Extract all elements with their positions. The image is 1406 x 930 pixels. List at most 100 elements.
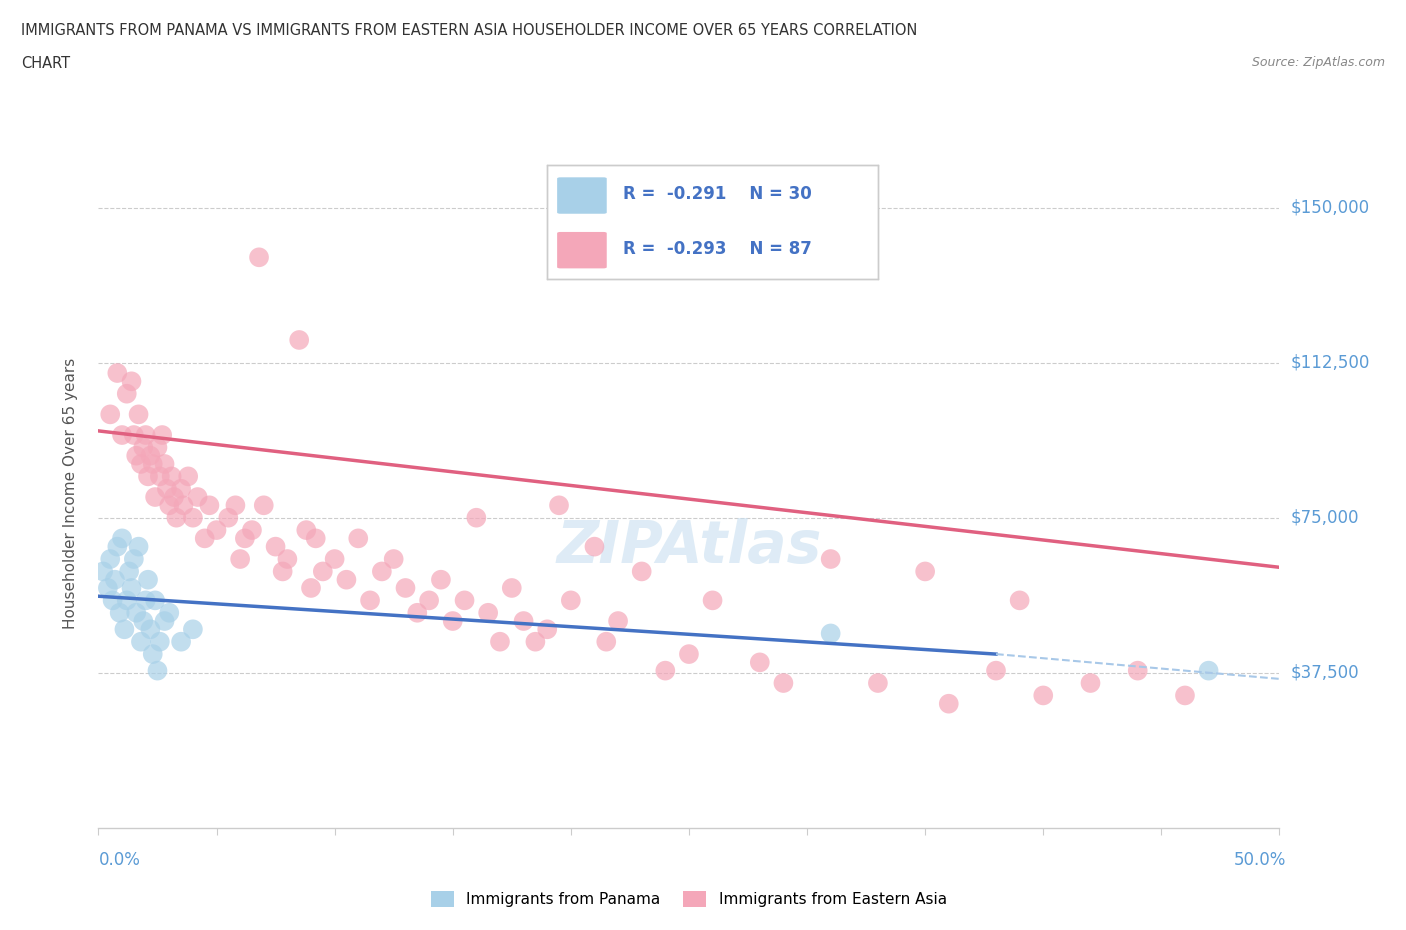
Point: [143, 593, 166, 608]
Point: [477, 605, 499, 620]
Point: [121, 580, 143, 595]
Point: [264, 539, 287, 554]
Y-axis label: Householder Income Over 65 years: Householder Income Over 65 years: [63, 357, 77, 629]
Point: [91, 564, 114, 578]
Point: [129, 457, 152, 472]
Point: [115, 593, 138, 608]
Point: [157, 498, 180, 512]
Point: [187, 489, 209, 504]
Point: [146, 440, 169, 455]
Point: [583, 539, 606, 554]
Point: [172, 498, 194, 512]
Point: [177, 469, 200, 484]
Point: [165, 511, 187, 525]
Text: $112,500: $112,500: [1291, 353, 1369, 372]
Point: [132, 440, 155, 455]
Point: [142, 457, 165, 472]
Point: [111, 531, 134, 546]
Point: [105, 539, 128, 554]
Text: $75,000: $75,000: [1291, 509, 1360, 526]
Point: [118, 564, 141, 578]
Point: [247, 250, 270, 265]
Point: [536, 622, 558, 637]
Point: [139, 622, 162, 637]
Point: [1198, 663, 1220, 678]
Point: [276, 551, 298, 566]
Point: [146, 663, 169, 678]
Text: $150,000: $150,000: [1291, 199, 1369, 217]
Point: [938, 697, 960, 711]
Point: [132, 614, 155, 629]
Point: [181, 511, 204, 525]
Point: [866, 675, 889, 690]
Point: [595, 634, 617, 649]
Point: [406, 605, 429, 620]
Point: [139, 448, 162, 463]
Point: [984, 663, 1007, 678]
Point: [125, 448, 148, 463]
Point: [914, 564, 936, 578]
Point: [97, 580, 120, 595]
Point: [125, 605, 148, 620]
Point: [121, 374, 143, 389]
Point: [1032, 688, 1054, 703]
Point: [524, 634, 547, 649]
Point: [1174, 688, 1197, 703]
Point: [224, 498, 246, 512]
Point: [678, 646, 700, 661]
Text: $37,500: $37,500: [1291, 664, 1360, 682]
Point: [335, 572, 357, 587]
Point: [654, 663, 676, 678]
Point: [150, 428, 173, 443]
Point: [253, 498, 276, 512]
Point: [143, 489, 166, 504]
Point: [111, 428, 134, 443]
Point: [323, 551, 346, 566]
Point: [271, 564, 294, 578]
Point: [136, 469, 159, 484]
Point: [198, 498, 221, 512]
Point: [181, 622, 204, 637]
Text: CHART: CHART: [21, 56, 70, 71]
Point: [229, 551, 252, 566]
Point: [108, 605, 131, 620]
Point: [128, 407, 150, 422]
Point: [347, 531, 370, 546]
Text: 0.0%: 0.0%: [98, 851, 141, 869]
Point: [820, 551, 842, 566]
Point: [98, 407, 121, 422]
Point: [512, 614, 534, 629]
Point: [295, 523, 318, 538]
Point: [441, 614, 464, 629]
Point: [630, 564, 652, 578]
Point: [160, 469, 183, 484]
Point: [104, 572, 127, 587]
Point: [560, 593, 582, 608]
Point: [418, 593, 440, 608]
Point: [240, 523, 263, 538]
Point: [115, 386, 138, 401]
Point: [135, 428, 157, 443]
Point: [394, 580, 416, 595]
Point: [156, 482, 179, 497]
Point: [101, 593, 124, 608]
Point: [157, 605, 180, 620]
Point: [430, 572, 453, 587]
Point: [453, 593, 475, 608]
Text: IMMIGRANTS FROM PANAMA VS IMMIGRANTS FROM EASTERN ASIA HOUSEHOLDER INCOME OVER 6: IMMIGRANTS FROM PANAMA VS IMMIGRANTS FRO…: [21, 23, 918, 38]
Point: [299, 580, 322, 595]
Point: [136, 572, 159, 587]
Point: [501, 580, 523, 595]
Point: [288, 333, 311, 348]
Text: 50.0%: 50.0%: [1234, 851, 1286, 869]
Point: [772, 675, 794, 690]
Point: [112, 622, 135, 637]
Point: [312, 564, 335, 578]
Point: [135, 593, 157, 608]
Point: [122, 551, 145, 566]
Point: [163, 489, 186, 504]
Point: [128, 539, 150, 554]
Point: [702, 593, 724, 608]
Point: [465, 511, 488, 525]
Point: [1008, 593, 1031, 608]
